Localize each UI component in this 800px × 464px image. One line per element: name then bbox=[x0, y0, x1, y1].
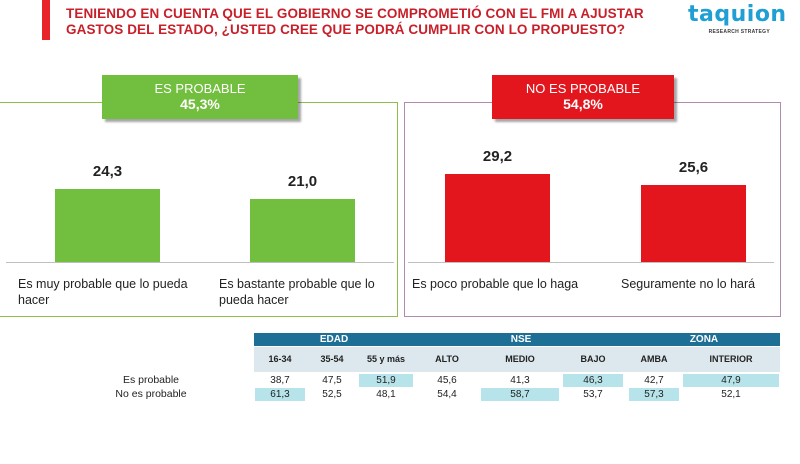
no-probable-header-label: NO ES PROBABLE bbox=[525, 81, 641, 96]
page-title: TENIENDO EN CUENTA QUE EL GOBIERNO SE CO… bbox=[66, 6, 656, 38]
value-label-seguramente-no: 25,6 bbox=[678, 159, 709, 177]
brand-tagline: RESEARCH STRATEGY bbox=[708, 29, 770, 35]
baseline-left bbox=[6, 262, 394, 263]
table-col-16-34: 16-34 bbox=[268, 354, 292, 364]
table-group-nse: NSE bbox=[510, 334, 532, 345]
no-probable-header-value: 54,8% bbox=[563, 96, 603, 112]
table-col-medio: MEDIO bbox=[505, 354, 535, 364]
table-col-interior: INTERIOR bbox=[709, 354, 753, 364]
value-label-poco-probable: 29,2 bbox=[482, 148, 513, 166]
table-cell: 61,3 bbox=[255, 388, 305, 401]
table-cell: 47,9 bbox=[683, 374, 779, 387]
table-group-edad: EDAD bbox=[319, 334, 349, 345]
title-line-1: TENIENDO EN CUENTA QUE EL GOBIERNO SE CO… bbox=[66, 6, 644, 21]
bar-muy-probable bbox=[55, 189, 160, 262]
table-cell: 53,7 bbox=[583, 389, 603, 400]
category-label-bastante-probable: Es bastante probable que lo pueda hacer bbox=[219, 277, 375, 307]
table-cell: 47,5 bbox=[322, 375, 342, 386]
table-group-zona: ZONA bbox=[689, 334, 719, 345]
table-col-35-54: 35-54 bbox=[320, 354, 344, 364]
table-cell: 52,1 bbox=[721, 389, 741, 400]
table-row-label-probable: Es probable bbox=[122, 374, 180, 386]
category-label-seguramente-no: Seguramente no lo hará bbox=[621, 277, 756, 291]
brand-name: taquion bbox=[688, 2, 787, 27]
table-col-bajo: BAJO bbox=[580, 354, 606, 364]
table-cell: 41,3 bbox=[510, 375, 530, 386]
table-row-label-no-probable: No es probable bbox=[115, 388, 187, 400]
table-cell: 57,3 bbox=[629, 388, 679, 401]
table-cell: 38,7 bbox=[270, 375, 290, 386]
table-subheader-band bbox=[254, 347, 780, 372]
probable-header-label: ES PROBABLE bbox=[154, 81, 246, 96]
bar-bastante-probable bbox=[250, 199, 355, 262]
value-label-bastante-probable: 21,0 bbox=[287, 173, 318, 190]
table-col-alto: ALTO bbox=[435, 354, 459, 364]
probable-header-value: 45,3% bbox=[180, 96, 220, 112]
table-cell: 48,1 bbox=[376, 389, 396, 400]
table-cell: 42,7 bbox=[644, 375, 664, 386]
bar-seguramente-no bbox=[641, 185, 746, 262]
table-cell: 58,7 bbox=[481, 388, 559, 401]
table-header-band bbox=[254, 333, 780, 346]
table-cell: 52,5 bbox=[322, 389, 342, 400]
table-cell: 45,6 bbox=[437, 375, 457, 386]
value-label-muy-probable: 24,3 bbox=[92, 163, 123, 181]
title-accent-bar bbox=[42, 0, 50, 40]
table-cell: 54,4 bbox=[437, 389, 457, 400]
table-col-55-mas: 55 y más bbox=[366, 354, 406, 364]
category-label-muy-probable: Es muy probable que lo pueda hacer bbox=[18, 277, 188, 307]
no-probable-header: NO ES PROBABLE 54,8% bbox=[492, 75, 674, 119]
table-cell: 46,3 bbox=[563, 374, 623, 387]
baseline-right bbox=[408, 262, 774, 263]
category-label-poco-probable: Es poco probable que lo haga bbox=[412, 277, 579, 291]
title-line-2: GASTOS DEL ESTADO, ¿USTED CREE QUE PODRÁ… bbox=[66, 22, 626, 37]
table-cell: 51,9 bbox=[359, 374, 413, 387]
bar-poco-probable bbox=[445, 174, 550, 262]
brand-logo: taquion RESEARCH STRATEGY bbox=[688, 2, 787, 36]
table-col-amba: AMBA bbox=[640, 354, 668, 364]
probable-header: ES PROBABLE 45,3% bbox=[102, 75, 298, 119]
